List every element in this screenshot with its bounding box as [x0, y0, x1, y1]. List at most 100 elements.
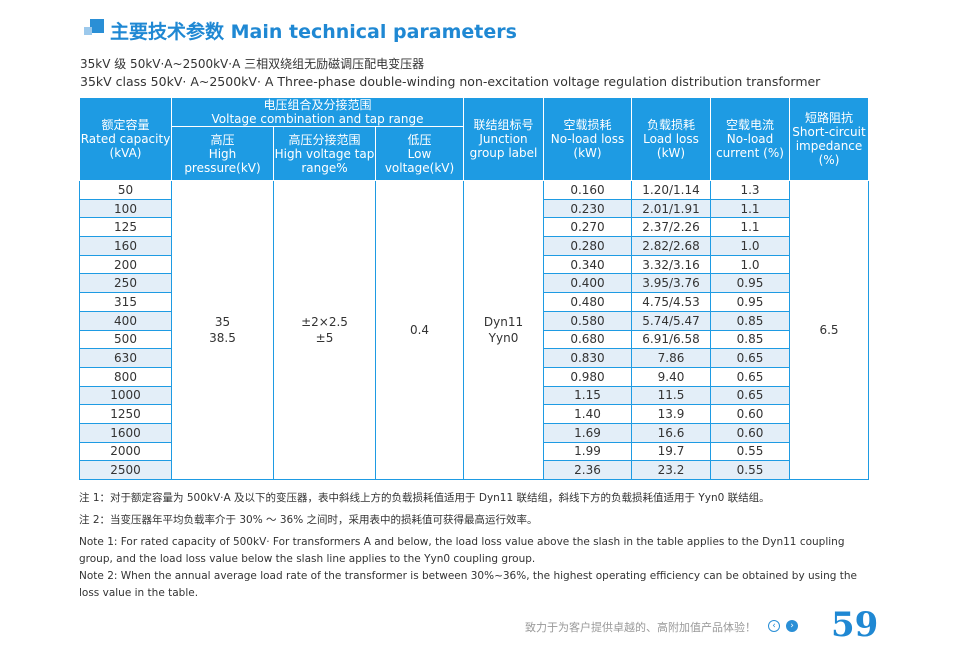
cell-load-loss: 7.86 — [631, 348, 711, 368]
cell-noload-current: 0.95 — [710, 273, 790, 294]
cell-capacity: 800 — [79, 366, 172, 387]
cell-noload-current: 1.3 — [710, 180, 790, 200]
cell-noload-current: 0.85 — [710, 329, 790, 350]
cell-noload-current: 0.60 — [710, 422, 790, 443]
cell-load-loss: 23.2 — [631, 460, 711, 480]
cell-noload-loss: 1.99 — [543, 441, 632, 462]
cell-noload-loss: 0.580 — [543, 310, 632, 331]
cell-noload-loss: 2.36 — [543, 460, 632, 480]
footer-slogan: 致力于为客户提供卓越的、高附加值产品体验！ — [525, 621, 756, 634]
cell-noload-loss: 0.680 — [543, 329, 632, 350]
cell-capacity: 160 — [79, 236, 172, 256]
cell-impedance: 6.5 — [789, 180, 869, 480]
cell-capacity: 1600 — [79, 422, 172, 443]
cell-group: Dyn11 Yyn0 — [463, 180, 544, 480]
table-row: 800 0.980 9.40 0.65 — [79, 366, 869, 387]
cell-load-loss: 1.20/1.14 — [631, 180, 711, 200]
next-page-icon[interactable]: › — [786, 620, 798, 632]
subtitle-en: 35kV class 50kV· A~2500kV· A Three-phase… — [80, 74, 821, 89]
cell-capacity: 50 — [79, 180, 172, 200]
header-hv: 高压 High pressure(kV) — [171, 126, 274, 181]
header-impedance: 短路阻抗 Short-circuit impedance (%) — [789, 97, 869, 181]
cell-load-loss: 16.6 — [631, 422, 711, 443]
table-row: 1250 1.40 13.9 0.60 — [79, 404, 869, 424]
notes: 注 1：对于额定容量为 500kV·A 及以下的变压器，表中斜线上方的负载损耗值… — [79, 490, 879, 602]
cell-lv: 0.4 — [375, 180, 464, 480]
cell-load-loss: 19.7 — [631, 441, 711, 462]
page-number: 59 — [831, 605, 879, 645]
cell-capacity: 2500 — [79, 460, 172, 480]
cell-load-loss: 2.01/1.91 — [631, 198, 711, 219]
cell-noload-loss: 0.980 — [543, 366, 632, 387]
cell-noload-loss: 1.40 — [543, 404, 632, 424]
cell-capacity: 200 — [79, 254, 172, 275]
cell-noload-current: 1.0 — [710, 236, 790, 256]
cell-noload-loss: 0.340 — [543, 254, 632, 275]
cell-noload-current: 0.85 — [710, 310, 790, 331]
cell-load-loss: 6.91/6.58 — [631, 329, 711, 350]
table-row: 2500 2.36 23.2 0.55 — [79, 460, 869, 480]
prev-page-icon[interactable]: ‹ — [768, 620, 780, 632]
cell-hv: 35 38.5 — [171, 180, 274, 480]
cell-noload-current: 0.60 — [710, 404, 790, 424]
cell-tap: ±2×2.5 ±5 — [273, 180, 376, 480]
cell-load-loss: 5.74/5.47 — [631, 310, 711, 331]
cell-capacity: 2000 — [79, 441, 172, 462]
cell-capacity: 250 — [79, 273, 172, 294]
note-2-zh: 注 2：当变压器年平均负载率介于 30% ～ 36% 之间时，采用表中的损耗值可… — [79, 514, 538, 526]
cell-noload-current: 1.1 — [710, 198, 790, 219]
cell-noload-loss: 0.830 — [543, 348, 632, 368]
cell-capacity: 400 — [79, 310, 172, 331]
cell-noload-current: 0.55 — [710, 460, 790, 480]
cell-capacity: 1250 — [79, 404, 172, 424]
parameters-table: 额定容量 Rated capacity (kVA) 电压组合及分接范围 Volt… — [79, 97, 869, 480]
table-row: 1000 1.15 11.5 0.65 — [79, 385, 869, 406]
cell-load-loss: 4.75/4.53 — [631, 292, 711, 312]
cell-noload-current: 0.55 — [710, 441, 790, 462]
cell-capacity: 500 — [79, 329, 172, 350]
note-1-zh: 注 1：对于额定容量为 500kV·A 及以下的变压器，表中斜线上方的负载损耗值… — [79, 492, 770, 504]
header-noload-current: 空载电流 No-load current (%) — [710, 97, 790, 181]
cell-noload-current: 0.65 — [710, 366, 790, 387]
header-capacity: 额定容量 Rated capacity (kVA) — [79, 97, 172, 181]
cell-noload-current: 1.1 — [710, 217, 790, 238]
note-2-en: Note 2: When the annual average load rat… — [79, 570, 857, 599]
header-lv: 低压 Low voltage(kV) — [375, 126, 464, 181]
header-voltage-group: 电压组合及分接范围 Voltage combination and tap ra… — [171, 97, 464, 127]
cell-noload-loss: 0.230 — [543, 198, 632, 219]
cell-noload-current: 0.65 — [710, 348, 790, 368]
cell-load-loss: 2.82/2.68 — [631, 236, 711, 256]
table-body: 50 35 38.5 ±2×2.5 ±5 0.4 Dyn11 Yyn0 0.160 1.20/1.… — [79, 180, 869, 480]
cell-noload-loss: 1.15 — [543, 385, 632, 406]
cell-noload-loss: 0.160 — [543, 180, 632, 200]
cell-capacity: 630 — [79, 348, 172, 368]
subtitle-zh: 35kV 级 50kV·A~2500kV·A 三相双绕组无励磁调压配电变压器 — [80, 57, 425, 71]
header-tap: 高压分接范围 High voltage tap range% — [273, 126, 376, 181]
cell-load-loss: 11.5 — [631, 385, 711, 406]
cell-noload-loss: 1.69 — [543, 422, 632, 443]
cell-capacity: 315 — [79, 292, 172, 312]
cell-noload-loss: 0.400 — [543, 273, 632, 294]
cell-noload-loss: 0.270 — [543, 217, 632, 238]
table-row: 100 0.230 2.01/1.91 1.1 — [79, 198, 869, 219]
header-noload-loss: 空载损耗 No-load loss (kW) — [543, 97, 632, 181]
cell-noload-loss: 0.480 — [543, 292, 632, 312]
cell-load-loss: 3.32/3.16 — [631, 254, 711, 275]
table-row: 500 0.680 6.91/6.58 0.85 — [79, 329, 869, 350]
cell-noload-current: 0.65 — [710, 385, 790, 406]
cell-capacity: 1000 — [79, 385, 172, 406]
table-row: 50 35 38.5 ±2×2.5 ±5 0.4 Dyn11 Yyn0 0.160 1.20/1.… — [79, 180, 869, 480]
cell-capacity: 125 — [79, 217, 172, 238]
cell-load-loss: 9.40 — [631, 366, 711, 387]
cell-load-loss: 13.9 — [631, 404, 711, 424]
cell-load-loss: 3.95/3.76 — [631, 273, 711, 294]
header-load-loss: 负载损耗 Load loss (kW) — [631, 97, 711, 181]
page-title: 主要技术参数 Main technical parameters — [110, 21, 517, 43]
cell-capacity: 100 — [79, 198, 172, 219]
table-row: 160 0.280 2.82/2.68 1.0 — [79, 236, 869, 256]
title-square-icon — [84, 19, 104, 39]
cell-noload-current: 1.0 — [710, 254, 790, 275]
note-1-en: Note 1: For rated capacity of 500kV· For… — [79, 536, 845, 565]
cell-noload-loss: 0.280 — [543, 236, 632, 256]
header-group-label: 联结组标号 Junction group label — [463, 97, 544, 181]
